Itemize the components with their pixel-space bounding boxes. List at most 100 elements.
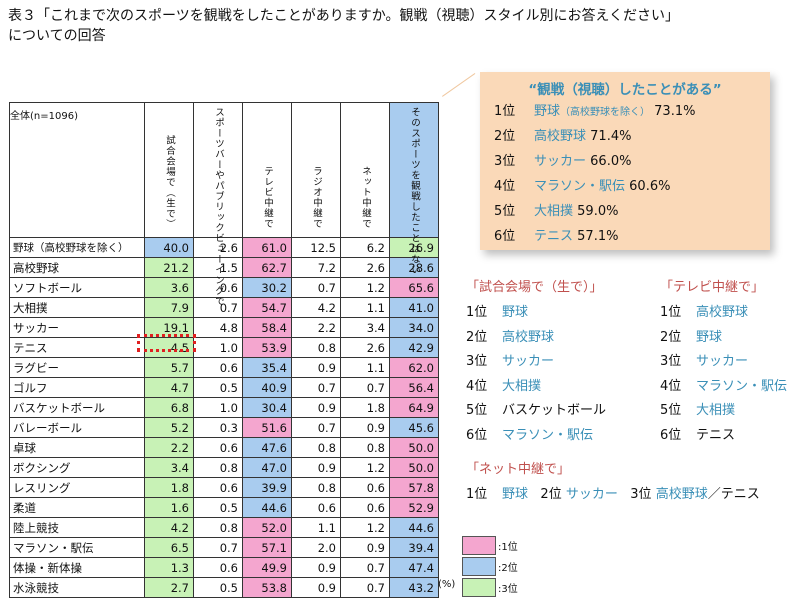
value-cell: 0.6 <box>340 497 390 518</box>
callout-row: 6位 テニス 57.1% <box>494 227 770 248</box>
value-cell: 39.4 <box>389 537 439 558</box>
sport-name: 野球 <box>696 329 723 345</box>
value-cell: 0.9 <box>291 397 341 418</box>
value-cell: 0.7 <box>193 537 243 558</box>
callout-row: 3位 サッカー 66.0% <box>494 152 770 173</box>
sport-name-cell: マラソン・駅伝 <box>9 537 145 558</box>
tv-ranking-title: 「テレビ中継で」 <box>660 280 765 295</box>
callout-row: 4位 マラソン・駅伝 60.6% <box>494 177 770 198</box>
table-header-row: 全体(n=1096) 試合会場で（生で） スポーツバーやパブリックビューイングで テレ… <box>9 102 439 307</box>
value-cell: 57.8 <box>389 477 439 498</box>
value-cell: 30.4 <box>242 397 292 418</box>
rank-label: 4位 <box>494 179 516 194</box>
callout-panel: “観戦（視聴）したことがある” 1位 野球（高校野球を除く） 73.1% 2位 高校野… <box>480 72 770 250</box>
table-row: サッカー 19.1 4.8 58.4 2.2 3.4 34.0 <box>9 317 439 338</box>
value-cell: 56.4 <box>389 377 439 398</box>
value-cell: 0.7 <box>291 277 341 298</box>
table-row: ラグビー 5.7 0.6 35.4 0.9 1.1 62.0 <box>9 357 439 378</box>
sport-name: 大相撲 <box>534 204 574 219</box>
value-cell: 41.0 <box>389 297 439 318</box>
value-cell: 40.9 <box>242 377 292 398</box>
sport-name-cell: 野球（高校野球を除く） <box>9 237 145 258</box>
sport-name: 野球 <box>534 104 561 119</box>
percent-value: 66.0% <box>590 154 632 169</box>
value-cell: 2.6 <box>340 337 390 358</box>
value-cell: 1.1 <box>340 297 390 318</box>
legend-label: :2位 <box>498 563 518 574</box>
ranking-row: 6位 テニス <box>660 424 787 449</box>
value-cell: 51.6 <box>242 417 292 438</box>
value-cell: 7.9 <box>144 297 194 318</box>
sport-name: サッカー <box>696 354 749 370</box>
table-row: 柔道 1.6 0.5 44.6 0.6 0.6 52.9 <box>9 497 439 518</box>
value-cell: 0.9 <box>340 417 390 438</box>
table-row: 体操・新体操 1.3 0.6 49.9 0.9 0.7 47.4 <box>9 557 439 578</box>
sport-name-cell: バスケットボール <box>9 397 145 418</box>
header-cell: テレビ中継で <box>242 102 292 238</box>
value-cell: 1.2 <box>340 517 390 538</box>
header-cell: そのスポーツを観戦したことはない <box>389 102 439 275</box>
sport-name-cell: ボクシング <box>9 457 145 478</box>
value-cell: 30.2 <box>242 277 292 298</box>
value-cell: 1.0 <box>193 397 243 418</box>
header-label: ラジオ中継で <box>311 166 322 229</box>
value-cell: 0.3 <box>193 417 243 438</box>
sport-name: テニス <box>534 229 574 244</box>
value-cell: 0.5 <box>193 497 243 518</box>
value-cell: 47.4 <box>389 557 439 578</box>
value-cell: 0.5 <box>193 377 243 398</box>
value-cell: 0.9 <box>291 577 341 598</box>
table-row: 陸上競技 4.2 0.8 52.0 1.1 1.2 44.6 <box>9 517 439 538</box>
sport-name-cell: 体操・新体操 <box>9 557 145 578</box>
callout-pointer <box>442 73 476 97</box>
table-row: ボクシング 3.4 0.8 47.0 0.9 1.2 50.0 <box>9 457 439 478</box>
value-cell: 44.6 <box>242 497 292 518</box>
rank-label: 3位 <box>494 154 516 169</box>
header-cell: 試合会場で（生で） <box>144 102 194 238</box>
rank-label: 2位 <box>466 329 488 345</box>
value-cell: 0.6 <box>340 477 390 498</box>
value-cell: 2.2 <box>291 317 341 338</box>
value-cell: 50.0 <box>389 457 439 478</box>
table-row: ソフトボール 3.6 0.6 30.2 0.7 1.2 65.6 <box>9 277 439 298</box>
value-cell: 2.0 <box>291 537 341 558</box>
callout-row: 1位 野球（高校野球を除く） 73.1% <box>494 102 770 123</box>
header-label: 試合会場で（生で） <box>164 134 175 230</box>
rank-label: 5位 <box>660 403 682 419</box>
value-cell: 7.2 <box>291 257 341 278</box>
ranking-row: 5位 バスケットボール <box>466 399 606 424</box>
value-cell: 62.7 <box>242 257 292 278</box>
sport-name: 高校野球 <box>534 129 587 144</box>
value-cell: 21.2 <box>144 257 194 278</box>
value-cell: 1.3 <box>144 557 194 578</box>
percent-value: 59.0% <box>577 204 619 219</box>
value-cell: 5.2 <box>144 417 194 438</box>
legend-swatch <box>462 536 496 555</box>
sport-name-cell: サッカー <box>9 317 145 338</box>
table-row: 高校野球 21.2 1.5 62.7 7.2 2.6 28.6 <box>9 257 439 278</box>
value-cell: 0.7 <box>291 377 341 398</box>
table-row: 野球（高校野球を除く） 40.0 2.6 61.0 12.5 6.2 26.9 <box>9 237 439 258</box>
sport-name-cell: ゴルフ <box>9 377 145 398</box>
value-cell: 52.9 <box>389 497 439 518</box>
sport-name: サッカー <box>502 354 555 370</box>
value-cell: 6.8 <box>144 397 194 418</box>
value-cell: 3.4 <box>144 457 194 478</box>
header-label: テレビ中継で <box>262 166 273 229</box>
ranking-row: 2位 高校野球 <box>466 326 606 351</box>
value-cell: 0.8 <box>193 457 243 478</box>
value-cell: 40.0 <box>144 237 194 258</box>
ranking-row: 3位 サッカー <box>466 350 606 375</box>
sport-name-cell: テニス <box>9 337 145 358</box>
value-cell: 65.6 <box>389 277 439 298</box>
value-cell: 35.4 <box>242 357 292 378</box>
header-label: ネット中継で <box>360 166 371 229</box>
header-cell: ネット中継で <box>340 102 390 238</box>
table-row: マラソン・駅伝 6.5 0.7 57.1 2.0 0.9 39.4 <box>9 537 439 558</box>
value-cell: 1.2 <box>340 457 390 478</box>
sport-name: テニス <box>696 427 736 443</box>
rank-label: 2位 <box>494 129 516 144</box>
value-cell: 0.6 <box>193 557 243 578</box>
rank-label: 6位 <box>466 427 488 443</box>
sport-name-cell: バレーボール <box>9 417 145 438</box>
